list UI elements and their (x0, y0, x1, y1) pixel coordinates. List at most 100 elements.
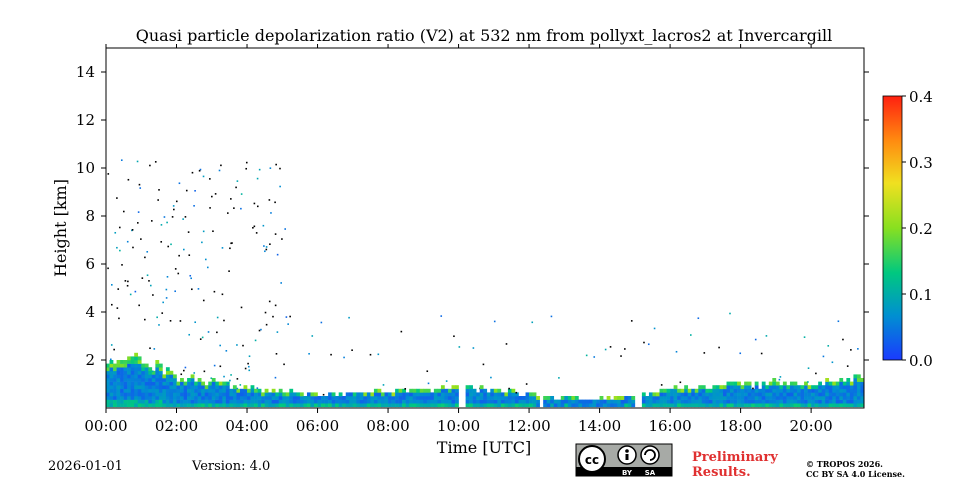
heatmap-cell (620, 396, 625, 400)
y-tick-label: 6 (85, 255, 95, 273)
heatmap-cell (807, 403, 812, 408)
heatmap-speckle (223, 319, 225, 322)
heatmap-cell (451, 396, 456, 400)
heatmap-cell (532, 392, 537, 397)
heatmap-cell (522, 403, 526, 408)
heatmap-cell (116, 370, 121, 375)
heatmap-cell (194, 399, 198, 404)
heatmap-cell (437, 399, 442, 404)
heatmap-cell (151, 396, 156, 400)
chart-title: Quasi particle depolarization ratio (V2)… (136, 26, 833, 45)
heatmap-cell (120, 367, 124, 372)
heatmap-cell (127, 399, 131, 404)
heatmap-cell (416, 396, 421, 400)
heatmap-cell (155, 399, 160, 404)
heatmap-cell (472, 392, 477, 397)
heatmap-cell (761, 392, 766, 397)
heatmap-cell (162, 392, 167, 397)
heatmap-speckle (343, 356, 345, 359)
heatmap-cell (680, 399, 685, 404)
heatmap-cell (155, 392, 160, 397)
heatmap-speckle (245, 161, 248, 164)
heatmap-cell (705, 399, 710, 404)
heatmap-cell (617, 403, 622, 408)
heatmap-cell (359, 396, 364, 400)
heatmap-cell (719, 396, 724, 400)
heatmap-cell (744, 392, 748, 397)
heatmap-cell (730, 403, 734, 408)
heatmap-cell (162, 399, 167, 404)
heatmap-cell (553, 403, 558, 408)
heatmap-cell (141, 399, 146, 404)
heatmap-cell (412, 403, 417, 408)
heatmap-cell (317, 396, 322, 400)
heatmap-cell (373, 403, 378, 408)
heatmap-cell (130, 396, 135, 400)
heatmap-speckle (146, 251, 149, 253)
copyright-line-2: CC BY SA 4.0 License. (806, 469, 905, 479)
heatmap-cell (828, 381, 833, 386)
heatmap-cell (211, 381, 216, 386)
heatmap-cell (391, 392, 396, 397)
heatmap-cell (835, 392, 840, 397)
heatmap-cell (455, 388, 459, 393)
heatmap-cell (677, 392, 681, 397)
heatmap-cell (574, 399, 579, 404)
heatmap-cell (398, 388, 403, 393)
heatmap-cell (684, 396, 689, 400)
heatmap-speckle (126, 284, 129, 287)
heatmap-cell (342, 403, 347, 408)
heatmap-cell (782, 388, 787, 393)
heatmap-cell (218, 388, 223, 393)
heatmap-cell (631, 396, 636, 400)
heatmap-cell (846, 385, 851, 390)
heatmap-cell (747, 403, 752, 408)
heatmap-cell (229, 399, 234, 404)
heatmap-speckle (151, 370, 154, 373)
heatmap-cell (257, 399, 262, 404)
heatmap-speckle (269, 243, 271, 246)
heatmap-cell (673, 403, 678, 408)
heatmap-cell (116, 399, 121, 404)
heatmap-cell (169, 392, 174, 397)
heatmap-cell (398, 396, 403, 400)
heatmap-cell (507, 399, 512, 404)
heatmap-speckle (118, 226, 121, 229)
heatmap-speckle (210, 377, 213, 380)
heatmap-cell (613, 403, 618, 408)
heatmap-speckle (138, 304, 140, 307)
heatmap-cell (222, 399, 227, 404)
heatmap-cell (250, 388, 255, 393)
heatmap-speckle (199, 168, 202, 171)
heatmap-cell (416, 392, 421, 397)
heatmap-cell (560, 396, 565, 400)
heatmap-cell (356, 396, 361, 400)
heatmap-cell (645, 396, 650, 400)
heatmap-cell (106, 374, 110, 379)
heatmap-cell (113, 385, 117, 390)
heatmap-speckle (193, 372, 196, 374)
heatmap-cell (144, 385, 149, 390)
heatmap-cell (155, 370, 160, 375)
heatmap-cell (306, 403, 311, 408)
heatmap-speckle (206, 266, 209, 269)
heatmap-speckle (482, 363, 485, 366)
heatmap-cell (183, 388, 188, 393)
heatmap-cell (596, 399, 600, 404)
heatmap-cell (151, 385, 156, 390)
heatmap-cell (821, 399, 826, 404)
heatmap-speckle (157, 199, 159, 201)
heatmap-cell (176, 403, 181, 408)
heatmap-cell (247, 403, 251, 408)
heatmap-cell (169, 403, 174, 408)
x-tick-label: 02:00 (155, 417, 198, 435)
heatmap-cell (190, 403, 195, 408)
heatmap-cell (761, 381, 766, 386)
heatmap-cell (254, 388, 258, 393)
heatmap-cell (722, 388, 727, 393)
heatmap-cell (493, 403, 498, 408)
heatmap-cell (426, 403, 431, 408)
heatmap-cell (444, 396, 449, 400)
heatmap-cell (109, 363, 114, 368)
heatmap-cell (409, 399, 414, 404)
